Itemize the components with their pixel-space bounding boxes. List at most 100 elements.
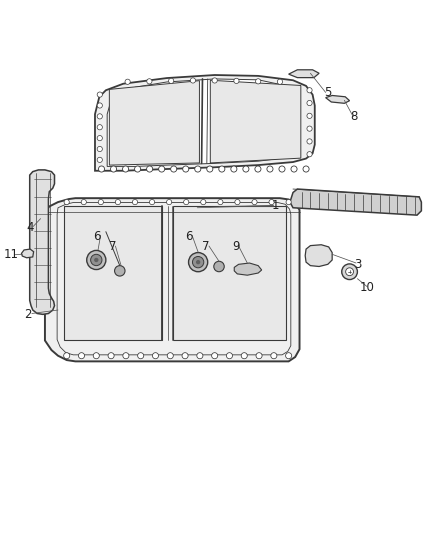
Polygon shape (21, 249, 34, 258)
Circle shape (255, 166, 261, 172)
Circle shape (196, 260, 200, 264)
Polygon shape (234, 263, 261, 275)
Circle shape (267, 166, 273, 172)
Circle shape (115, 199, 120, 205)
Circle shape (166, 199, 172, 205)
Circle shape (307, 151, 312, 157)
Text: 1: 1 (272, 199, 279, 212)
Circle shape (115, 265, 125, 276)
Circle shape (212, 78, 217, 83)
Circle shape (184, 199, 189, 205)
Text: 7: 7 (109, 240, 116, 253)
Circle shape (149, 199, 155, 205)
Polygon shape (107, 79, 296, 166)
Circle shape (64, 353, 70, 359)
Circle shape (214, 261, 224, 272)
Circle shape (97, 125, 102, 130)
Circle shape (256, 353, 262, 359)
Circle shape (169, 78, 174, 84)
Text: 6: 6 (185, 230, 192, 243)
Circle shape (192, 256, 204, 268)
Circle shape (241, 353, 247, 359)
Polygon shape (30, 170, 54, 314)
Polygon shape (290, 189, 421, 215)
Circle shape (108, 353, 114, 359)
Circle shape (167, 353, 173, 359)
Text: 5: 5 (324, 86, 332, 99)
Circle shape (271, 353, 277, 359)
Circle shape (255, 79, 261, 84)
Polygon shape (173, 206, 286, 341)
Circle shape (243, 166, 249, 172)
Circle shape (147, 166, 153, 172)
Circle shape (291, 166, 297, 172)
Circle shape (97, 114, 102, 119)
Polygon shape (45, 198, 300, 361)
Circle shape (195, 166, 201, 172)
Circle shape (307, 113, 312, 118)
Circle shape (286, 199, 291, 205)
Circle shape (207, 166, 213, 172)
Circle shape (307, 100, 312, 106)
Text: 10: 10 (360, 281, 374, 294)
Circle shape (219, 166, 225, 172)
Circle shape (346, 268, 353, 276)
Circle shape (132, 199, 138, 205)
Circle shape (279, 166, 285, 172)
Circle shape (81, 199, 86, 205)
Polygon shape (64, 206, 162, 341)
Text: 7: 7 (202, 240, 210, 253)
Circle shape (303, 166, 309, 172)
Circle shape (235, 199, 240, 205)
Circle shape (218, 199, 223, 205)
Circle shape (97, 92, 102, 97)
Circle shape (152, 353, 159, 359)
Polygon shape (289, 70, 319, 78)
Circle shape (231, 166, 237, 172)
Circle shape (98, 199, 103, 205)
Polygon shape (210, 80, 301, 163)
Circle shape (269, 199, 274, 205)
Text: 3: 3 (355, 258, 362, 271)
Circle shape (286, 353, 292, 359)
Circle shape (134, 166, 141, 172)
Polygon shape (95, 75, 315, 171)
Circle shape (182, 353, 188, 359)
Circle shape (234, 78, 239, 84)
Circle shape (342, 264, 357, 279)
Polygon shape (305, 245, 332, 266)
Circle shape (91, 254, 102, 265)
Circle shape (307, 139, 312, 144)
Circle shape (138, 353, 144, 359)
Circle shape (212, 353, 218, 359)
Text: 4: 4 (26, 221, 33, 234)
Circle shape (147, 79, 152, 84)
Circle shape (197, 353, 203, 359)
Circle shape (201, 199, 206, 205)
Circle shape (307, 126, 312, 131)
Circle shape (307, 87, 312, 93)
Circle shape (123, 166, 129, 172)
Circle shape (97, 157, 102, 163)
Circle shape (277, 79, 283, 84)
Circle shape (87, 251, 106, 270)
Circle shape (252, 199, 257, 205)
Text: 9: 9 (233, 240, 240, 253)
Circle shape (123, 353, 129, 359)
Circle shape (78, 353, 85, 359)
Circle shape (97, 135, 102, 141)
Circle shape (99, 166, 105, 172)
Circle shape (183, 166, 189, 172)
Circle shape (110, 166, 117, 172)
Circle shape (94, 258, 99, 262)
Circle shape (188, 253, 208, 272)
Circle shape (171, 166, 177, 172)
Text: 2: 2 (24, 308, 31, 321)
Text: 8: 8 (350, 110, 357, 123)
Text: 11: 11 (4, 248, 18, 261)
Text: 6: 6 (93, 230, 101, 243)
Circle shape (159, 166, 165, 172)
Circle shape (125, 79, 130, 84)
Circle shape (97, 103, 102, 108)
Circle shape (93, 353, 99, 359)
